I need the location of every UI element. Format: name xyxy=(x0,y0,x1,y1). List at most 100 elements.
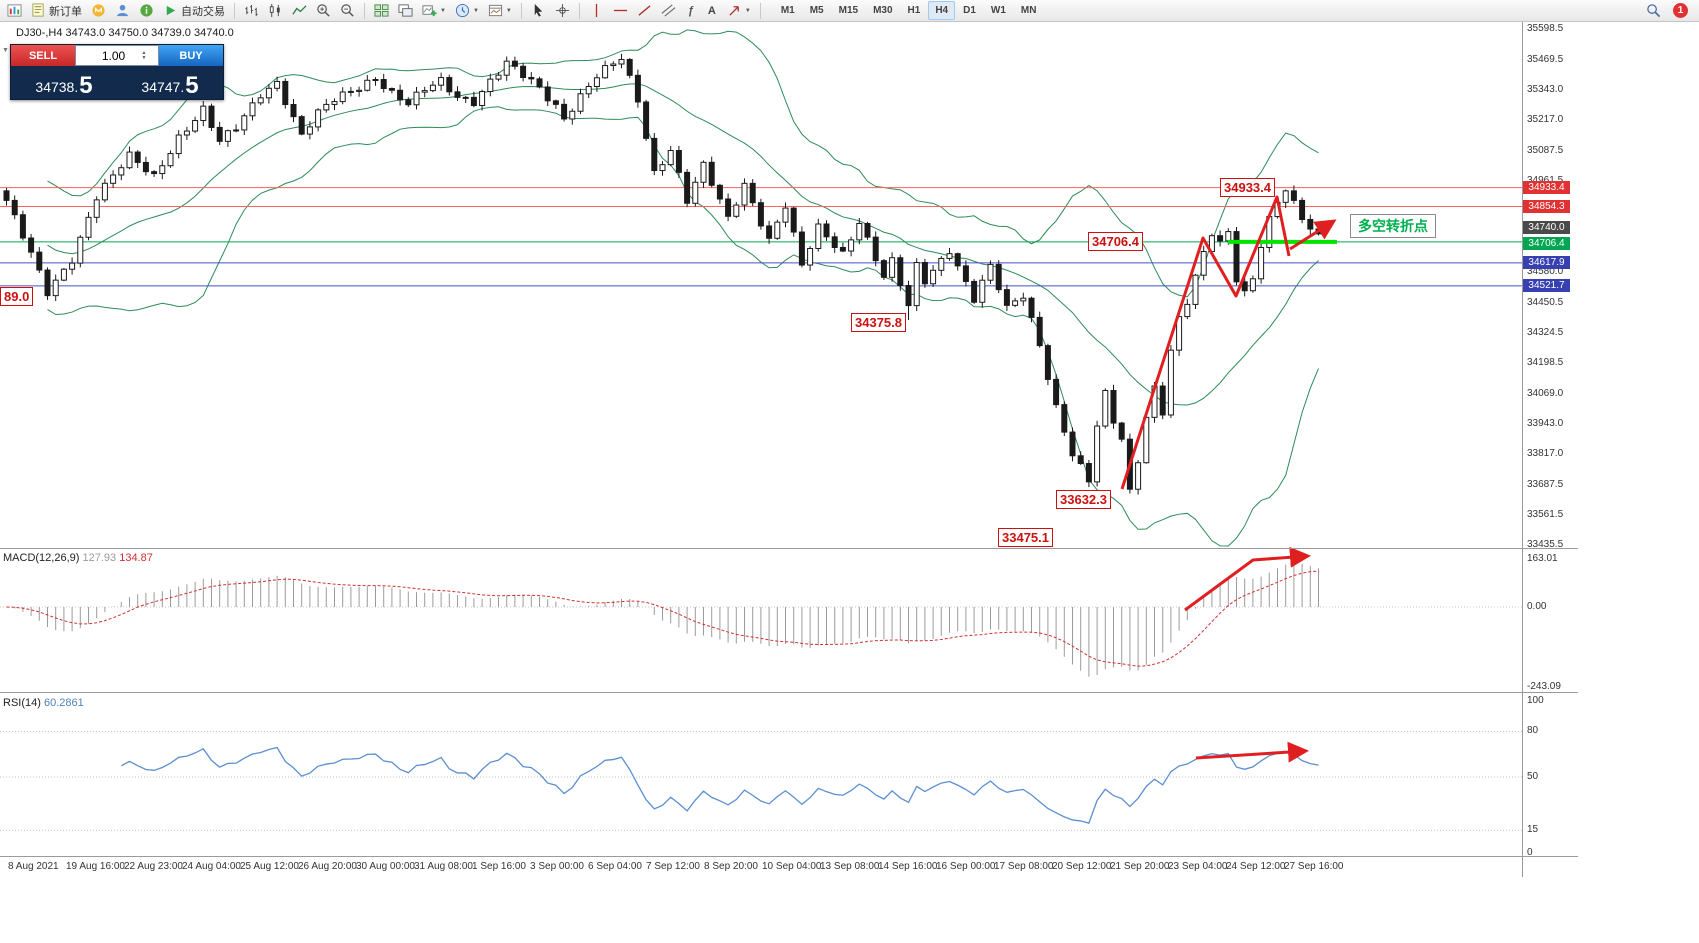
hline-icon xyxy=(613,9,627,12)
candlestick-icon[interactable] xyxy=(264,1,287,21)
trendline-tool[interactable] xyxy=(633,1,656,21)
stepper-down-icon[interactable]: ▼ xyxy=(141,54,147,61)
arrows-tool[interactable]: ▼ xyxy=(723,1,755,21)
timeframe-button-h1[interactable]: H1 xyxy=(907,5,921,16)
period-button[interactable]: ▼ xyxy=(451,1,483,21)
price-tick-label: 34324.5 xyxy=(1527,326,1564,338)
price-badge: 34854.3 xyxy=(1523,199,1570,213)
one-click-collapse-toggle[interactable]: ▼ xyxy=(2,47,9,54)
channel-tool[interactable] xyxy=(657,1,680,21)
timeframe-button-w1[interactable]: W1 xyxy=(990,5,1006,16)
candles-icon xyxy=(269,3,280,18)
new-order-icon xyxy=(32,3,44,17)
timeframe-button-d1[interactable]: D1 xyxy=(963,5,976,16)
timeframe-button-h4[interactable]: H4 xyxy=(928,1,956,20)
price-callout[interactable]: 34375.8 xyxy=(851,313,906,332)
arrange-windows-icon[interactable] xyxy=(394,1,417,21)
time-axis-label: 31 Aug 08:00 xyxy=(414,861,473,872)
notification-badge[interactable]: 1 xyxy=(1673,3,1688,18)
vline-icon xyxy=(595,3,598,18)
new-chart-plus-icon xyxy=(422,5,437,17)
rsi-axis-label: 15 xyxy=(1527,824,1539,836)
price-callout[interactable]: 34933.4 xyxy=(1220,178,1275,197)
price-callout[interactable]: 34706.4 xyxy=(1088,232,1143,251)
macd-title: MACD(12,26,9) xyxy=(3,552,80,564)
fibonacci-tool[interactable]: ƒ xyxy=(681,1,701,21)
buy-price[interactable]: 34747. 5 xyxy=(117,66,223,99)
line-chart-icon[interactable] xyxy=(288,1,311,21)
panel-separator[interactable] xyxy=(0,548,1578,549)
tile-windows-icon[interactable] xyxy=(370,1,393,21)
text-tool[interactable]: A xyxy=(702,1,722,21)
toolbar-separator xyxy=(364,2,365,19)
bar-chart-icon[interactable] xyxy=(240,1,263,21)
time-axis-label: 26 Aug 20:00 xyxy=(298,861,357,872)
toolbar-separator xyxy=(578,2,580,19)
price-callout[interactable]: 89.0 xyxy=(0,287,34,306)
crosshair-icon xyxy=(555,3,569,18)
price-tick-label: 34961.5 xyxy=(1527,175,1563,186)
chart-symbol-header: DJ30-,H4 34743.0 34750.0 34739.0 34740.0 xyxy=(16,27,234,39)
price-callout[interactable]: 33632.3 xyxy=(1056,490,1111,509)
profile-icon[interactable] xyxy=(111,1,134,21)
price-badge: 34706.4 xyxy=(1523,236,1570,250)
magnifier-minus-icon xyxy=(341,4,354,17)
zoom-in-icon[interactable] xyxy=(312,1,335,21)
vertical-line-tool[interactable] xyxy=(585,1,608,21)
mql5-market-icon[interactable] xyxy=(87,1,110,21)
autotrade-label: 自动交易 xyxy=(181,5,225,18)
new-chart-button[interactable]: ▼ xyxy=(418,1,450,21)
one-click-trading-panel: SELL ▲▼ BUY 34738.5 34747.5 xyxy=(10,44,224,100)
time-axis-label: 30 Aug 00:00 xyxy=(356,861,415,872)
community-icon[interactable] xyxy=(135,1,158,21)
buy-button[interactable]: BUY xyxy=(159,45,223,66)
price-tick-label: 35217.0 xyxy=(1527,114,1564,125)
chevron-down-icon: ▼ xyxy=(744,7,751,14)
autotrade-button[interactable]: 自动交易 xyxy=(159,1,229,21)
zoom-out-icon[interactable] xyxy=(336,1,359,21)
price-badge: 34740.0 xyxy=(1523,220,1570,234)
price-callout[interactable]: 33475.1 xyxy=(998,528,1053,547)
search-icon[interactable] xyxy=(1642,1,1665,21)
cursor-tool-icon[interactable] xyxy=(527,1,550,21)
person-icon xyxy=(116,4,129,17)
price-tick-label: 34580.0 xyxy=(1527,265,1564,277)
price-tick-label: 33687.5 xyxy=(1527,478,1564,490)
time-axis-label: 21 Sep 20:00 xyxy=(1110,861,1170,872)
volume-input[interactable] xyxy=(87,48,140,63)
line-icon xyxy=(292,5,307,15)
sell-button[interactable]: SELL xyxy=(11,45,75,66)
timeframe-button-m30[interactable]: M30 xyxy=(873,5,893,16)
autotrade-play-icon xyxy=(166,5,176,16)
stepper-up-icon[interactable]: ▲ xyxy=(141,49,147,56)
chart-window-icon[interactable] xyxy=(3,1,26,21)
price-tick-label: 34198.5 xyxy=(1527,356,1564,368)
timeframe-button-m15[interactable]: M15 xyxy=(838,5,859,16)
panel-separator[interactable] xyxy=(0,692,1578,693)
macd-axis-label: -243.09 xyxy=(1527,681,1561,692)
horizontal-line-tool[interactable] xyxy=(609,1,632,21)
price-tick-label: 34450.5 xyxy=(1527,296,1564,308)
volume-field[interactable]: ▲▼ xyxy=(75,45,159,66)
timeframe-button-mn[interactable]: MN xyxy=(1020,5,1037,16)
time-axis-label: 6 Sep 04:00 xyxy=(588,861,642,872)
panel-separator[interactable] xyxy=(0,856,1578,857)
rsi-title: RSI(14) xyxy=(3,697,41,709)
templates-button[interactable]: ▼ xyxy=(484,1,516,21)
price-tick-label: 35087.5 xyxy=(1527,144,1564,156)
new-order-button[interactable]: 新订单 xyxy=(27,1,86,21)
price-tick-label: 35598.5 xyxy=(1527,23,1564,34)
timeframe-button-m1[interactable]: M1 xyxy=(780,5,795,16)
toolbar-separator xyxy=(234,2,235,19)
turning-point-note[interactable]: 多空转折点 xyxy=(1350,214,1436,238)
text-tool-label: A xyxy=(707,4,716,17)
info-icon xyxy=(140,4,153,17)
volume-stepper[interactable]: ▲ ▼ xyxy=(141,49,147,61)
sell-price-main: 34738. xyxy=(35,79,79,95)
sell-price[interactable]: 34738. 5 xyxy=(11,66,117,99)
timeframe-button-m5[interactable]: M5 xyxy=(809,5,824,16)
crosshair-tool-icon[interactable] xyxy=(551,1,574,21)
chart-canvas[interactable] xyxy=(0,0,1522,862)
price-tick-label: 35343.0 xyxy=(1527,83,1564,95)
price-badge: 34933.4 xyxy=(1523,180,1570,194)
